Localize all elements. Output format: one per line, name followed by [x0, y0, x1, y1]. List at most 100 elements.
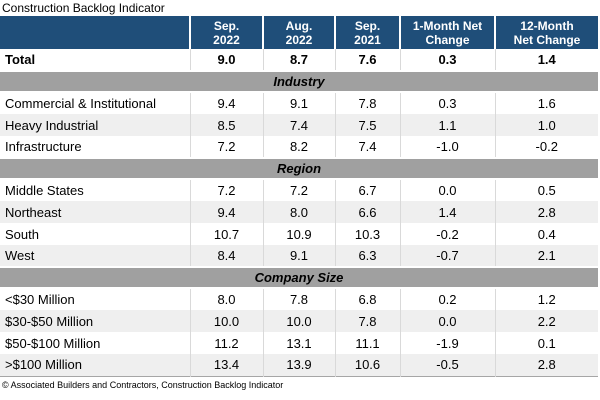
value-cell: 6.7 — [334, 179, 400, 201]
row-label: West — [0, 245, 190, 267]
value-cell: 2.8 — [494, 354, 598, 376]
section-heading: Region — [0, 157, 598, 180]
value-cell: 1.0 — [494, 114, 598, 136]
value-cell: 0.5 — [494, 179, 598, 201]
value-cell: 0.3 — [399, 92, 495, 114]
value-cell: 10.3 — [334, 223, 400, 245]
value-cell: 2.1 — [494, 245, 598, 267]
backlog-table: Sep. 2022 Aug. 2022 Sep. 2021 1-Month Net C… — [0, 16, 598, 377]
value-cell: 1.1 — [399, 114, 495, 136]
value-cell: 10.7 — [189, 223, 263, 245]
column-header: Sep. 2022 — [189, 16, 263, 49]
row-label: $30-$50 Million — [0, 310, 190, 332]
value-cell: -0.2 — [494, 136, 598, 158]
value-cell: 9.4 — [189, 92, 263, 114]
value-cell: 7.5 — [334, 114, 400, 136]
value-cell: 0.2 — [399, 288, 495, 310]
value-cell: 7.4 — [334, 136, 400, 158]
section-heading-row: Company Size — [0, 266, 598, 289]
value-cell: 9.4 — [189, 201, 263, 223]
value-cell: 0.3 — [399, 49, 495, 71]
value-cell: 2.8 — [494, 201, 598, 223]
value-cell: 7.2 — [262, 179, 335, 201]
value-cell: 7.6 — [334, 49, 400, 71]
value-cell: 0.1 — [494, 332, 598, 354]
table-row: South 10.7 10.9 10.3 -0.2 0.4 — [0, 223, 598, 245]
row-label: <$30 Million — [5, 292, 75, 307]
row-label: Infrastructure — [5, 139, 82, 154]
table-row: Infrastructure 7.2 8.2 7.4 -1.0 -0.2 — [0, 136, 598, 158]
value-cell: 1.4 — [494, 49, 598, 71]
header-row: Sep. 2022 Aug. 2022 Sep. 2021 1-Month Net C… — [0, 16, 598, 49]
value-cell: 11.2 — [189, 332, 263, 354]
row-label: South — [5, 226, 39, 242]
value-cell: 7.2 — [189, 136, 263, 158]
value-cell: 0.0 — [399, 179, 495, 201]
value-cell: 1.4 — [399, 201, 495, 223]
value-cell: 10.9 — [262, 223, 335, 245]
value-cell: 8.0 — [189, 288, 263, 310]
value-cell: 9.1 — [262, 92, 335, 114]
row-label: Total — [5, 52, 36, 67]
row-label: $50-$100 Million — [5, 335, 101, 351]
row-label: Commercial & Institutional — [5, 96, 156, 111]
table-row: Commercial & Institutional 9.4 9.1 7.8 0.3 1.… — [0, 92, 598, 114]
value-cell: 8.2 — [262, 136, 335, 158]
value-cell: 0.0 — [399, 310, 495, 332]
value-cell: -0.5 — [399, 354, 495, 376]
section-heading-row: Industry — [0, 70, 598, 93]
section-heading: Company Size — [0, 266, 598, 289]
value-cell: -1.0 — [399, 136, 495, 158]
table-row: $30-$50 Million 10.0 10.0 7.8 0.0 2.2 — [0, 310, 598, 332]
table-row: West 8.4 9.1 6.3 -0.7 2.1 — [0, 245, 598, 267]
value-cell: 2.2 — [494, 310, 598, 332]
value-cell: 9.1 — [262, 245, 335, 267]
value-cell: 13.4 — [189, 354, 263, 376]
row-label: Middle States — [5, 183, 84, 198]
value-cell: -0.7 — [399, 245, 495, 267]
value-cell: 10.0 — [262, 310, 335, 332]
table-row: <$30 Million 8.0 7.8 6.8 0.2 1.2 — [0, 288, 598, 310]
value-cell: 0.4 — [494, 223, 598, 245]
value-cell: 7.2 — [189, 179, 263, 201]
value-cell: 7.8 — [334, 92, 400, 114]
column-header: Aug. 2022 — [262, 16, 335, 49]
table-row: >$100 Million 13.4 13.9 10.6 -0.5 2.8 — [0, 354, 598, 376]
value-cell: 13.9 — [262, 354, 335, 376]
value-cell: 13.1 — [262, 332, 335, 354]
table-row: Northeast 9.4 8.0 6.6 1.4 2.8 — [0, 201, 598, 223]
header-label-spacer — [0, 16, 190, 49]
value-cell: -0.2 — [399, 223, 495, 245]
value-cell: 1.2 — [494, 288, 598, 310]
row-label: Northeast — [0, 201, 190, 223]
row-label: Heavy Industrial — [0, 114, 190, 136]
value-cell: 8.7 — [262, 49, 335, 71]
value-cell: 6.6 — [334, 201, 400, 223]
value-cell: 7.4 — [262, 114, 335, 136]
value-cell: -1.9 — [399, 332, 495, 354]
section-heading-row: Region — [0, 157, 598, 180]
table-row: Heavy Industrial 8.5 7.4 7.5 1.1 1.0 — [0, 114, 598, 136]
value-cell: 6.8 — [334, 288, 400, 310]
page-title: Construction Backlog Indicator — [2, 1, 165, 15]
value-cell: 8.4 — [189, 245, 263, 267]
value-cell: 10.0 — [189, 310, 263, 332]
table-row: Middle States 7.2 7.2 6.7 0.0 0.5 — [0, 179, 598, 201]
value-cell: 6.3 — [334, 245, 400, 267]
section-heading: Industry — [0, 70, 598, 93]
value-cell: 11.1 — [334, 332, 400, 354]
column-header: 12-Month Net Change — [494, 16, 598, 49]
value-cell: 9.0 — [189, 49, 263, 71]
table-row: Total 9.0 8.7 7.6 0.3 1.4 — [0, 49, 598, 71]
column-header: 1-Month Net Change — [399, 16, 495, 49]
row-label: >$100 Million — [0, 354, 190, 376]
value-cell: 10.6 — [334, 354, 400, 376]
source-note: © Associated Builders and Contractors, C… — [2, 379, 284, 390]
table-row: $50-$100 Million 11.2 13.1 11.1 -1.9 0.1 — [0, 332, 598, 354]
column-header: Sep. 2021 — [334, 16, 400, 49]
value-cell: 1.6 — [494, 92, 598, 114]
value-cell: 8.0 — [262, 201, 335, 223]
value-cell: 7.8 — [262, 288, 335, 310]
value-cell: 7.8 — [334, 310, 400, 332]
